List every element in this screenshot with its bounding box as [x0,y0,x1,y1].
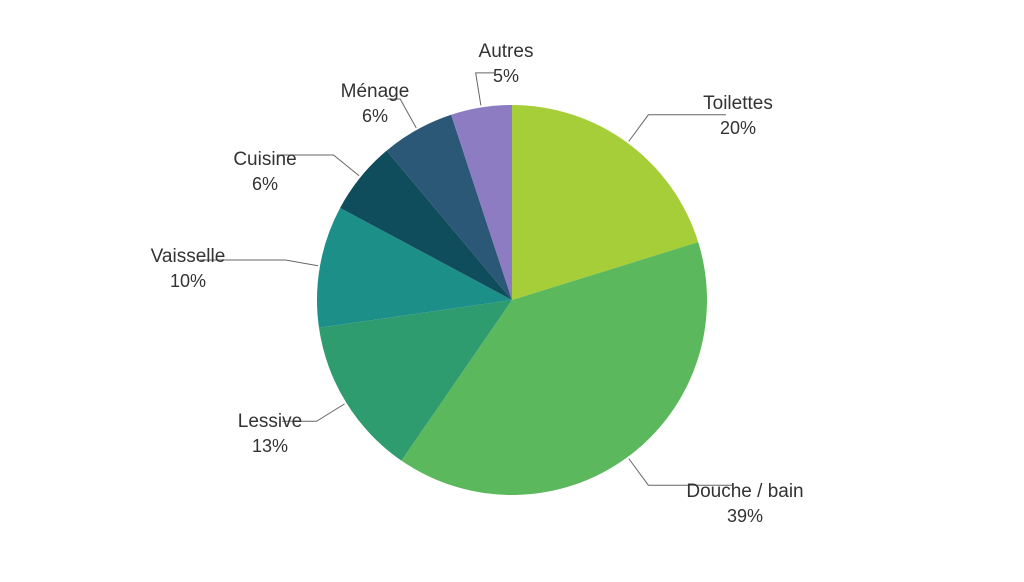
slice-label-pct: 10% [118,270,258,293]
slice-label-pct: 13% [200,435,340,458]
slice-label-name: Lessive [200,410,340,435]
slice-label: Ménage6% [305,80,445,128]
slice-label-name: Toilettes [668,92,808,117]
slice-label: Douche / bain39% [675,480,815,528]
slice-label: Lessive13% [200,410,340,458]
slice-label-pct: 20% [668,117,808,140]
slice-label: Vaisselle10% [118,245,258,293]
slice-label-pct: 5% [436,65,576,88]
slice-label-name: Autres [436,40,576,65]
slice-label-pct: 39% [675,505,815,528]
slice-label-name: Vaisselle [118,245,258,270]
slice-label-name: Douche / bain [675,480,815,505]
slice-label-pct: 6% [305,105,445,128]
slice-label-name: Cuisine [195,148,335,173]
slice-label: Cuisine6% [195,148,335,196]
slice-label: Autres5% [436,40,576,88]
slice-label: Toilettes20% [668,92,808,140]
slice-label-name: Ménage [305,80,445,105]
slice-label-pct: 6% [195,173,335,196]
